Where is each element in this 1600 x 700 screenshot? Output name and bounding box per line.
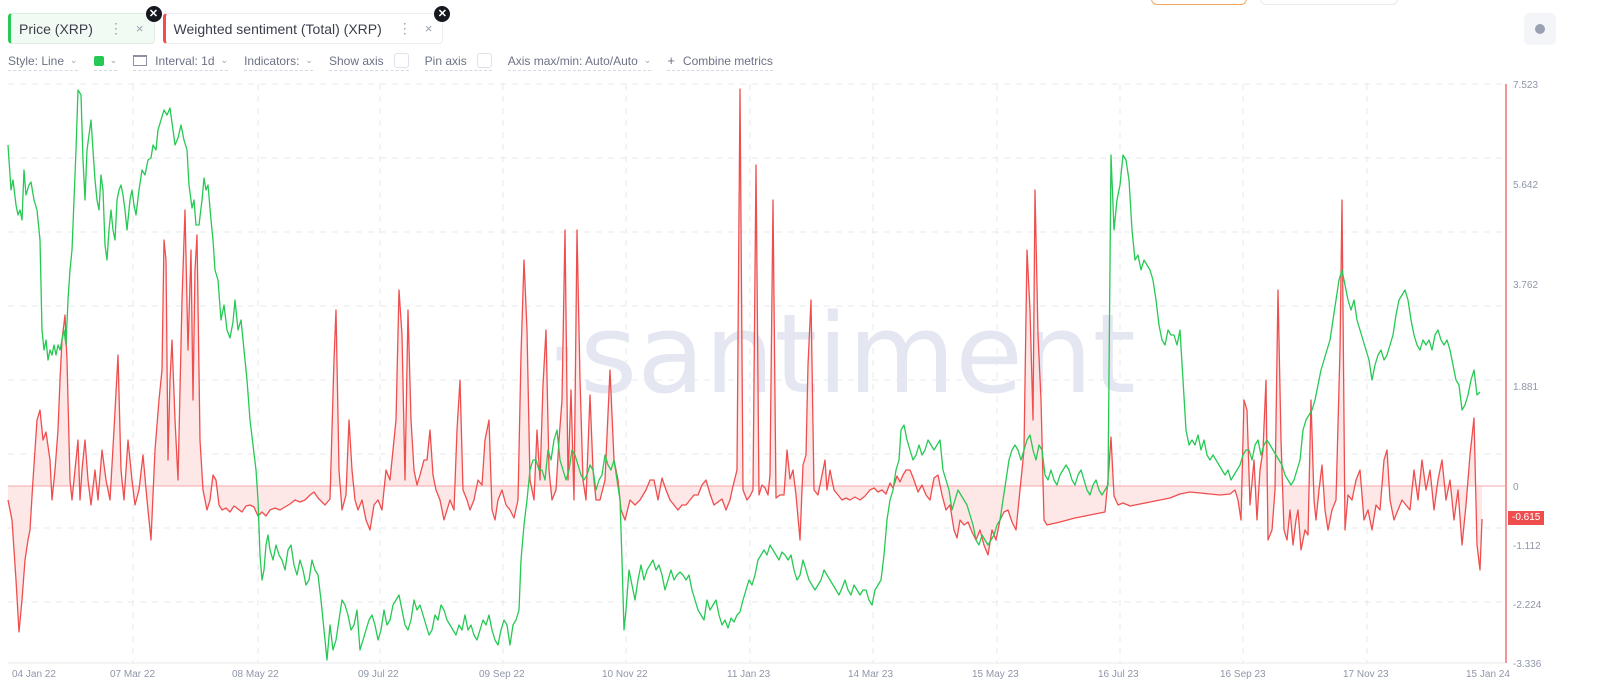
x-axis-labels: 04 Jan 22 07 Mar 22 08 May 22 09 Jul 22 … [12, 669, 1510, 680]
last-value-badge: -0.615 [1508, 511, 1545, 525]
remove-badge-icon[interactable]: ✕ [145, 6, 162, 22]
pin-axis-toggle[interactable]: Pin axis [424, 53, 492, 71]
metric-chip-price[interactable]: Price (XRP) ⋮ × ✕ [8, 6, 162, 44]
chevron-down-icon: ⌄ [109, 55, 118, 65]
svg-text:15 Jan 24: 15 Jan 24 [1466, 669, 1510, 680]
svg-text:3.762: 3.762 [1513, 280, 1538, 291]
style-dropdown[interactable]: Style: Line ⌄ [8, 53, 78, 71]
kebab-icon[interactable]: ⋮ [108, 20, 123, 36]
svg-text:04 Jan 22: 04 Jan 22 [12, 669, 56, 680]
svg-text:14 Mar 23: 14 Mar 23 [848, 669, 893, 680]
sentiment-line [7, 88, 1483, 633]
right-axis-labels: 7.523 5.642 3.762 1.881 0 -1.112 -2.224 … [1513, 80, 1542, 670]
metric-chips: Price (XRP) ⋮ × ✕ Weighted sentiment (To… [8, 6, 451, 44]
svg-text:09 Jul 22: 09 Jul 22 [358, 669, 399, 680]
svg-text:0: 0 [1513, 482, 1519, 493]
axis-maxmin-label: Axis max/min: Auto/Auto [507, 53, 638, 68]
plus-icon: + [667, 53, 675, 68]
svg-text:-2.224: -2.224 [1513, 600, 1542, 611]
calendar-icon [133, 55, 148, 66]
price-line [7, 89, 1481, 661]
combine-metrics-button[interactable]: + Combine metrics [667, 53, 773, 71]
svg-text:09 Sep 22: 09 Sep 22 [479, 669, 525, 680]
style-label: Style: Line [8, 53, 65, 68]
interval-label: Interval: 1d [155, 53, 215, 68]
show-axis-label: Show axis [328, 53, 384, 68]
axis-maxmin-dropdown[interactable]: Axis max/min: Auto/Auto ⌄ [507, 53, 652, 71]
pin-axis-checkbox[interactable] [476, 53, 492, 68]
grid-vertical [132, 84, 1368, 663]
remove-badge-icon[interactable]: ✕ [434, 6, 451, 22]
chevron-down-icon: ⌄ [305, 55, 313, 65]
show-axis-checkbox[interactable] [393, 53, 409, 68]
chevron-down-icon: ⌄ [70, 55, 78, 65]
combine-metrics-label: Combine metrics [682, 53, 773, 68]
svg-text:-3.336: -3.336 [1513, 659, 1542, 670]
kebab-icon[interactable]: ⋮ [397, 20, 412, 36]
metric-chip-label: Price (XRP) [19, 20, 93, 37]
indicators-dropdown[interactable]: Indicators: ⌄ [244, 53, 313, 71]
svg-text:07 Mar 22: 07 Mar 22 [110, 669, 155, 680]
svg-text:7.523: 7.523 [1513, 80, 1538, 91]
svg-text:-1.112: -1.112 [1513, 541, 1541, 552]
svg-text:5.642: 5.642 [1513, 180, 1538, 191]
svg-text:16 Sep 23: 16 Sep 23 [1220, 669, 1266, 680]
metric-chip-label: Weighted sentiment (Total) (XRP) [173, 20, 382, 37]
chevron-down-icon: ⌄ [220, 55, 229, 65]
pin-axis-label: Pin axis [424, 53, 467, 68]
interval-dropdown[interactable]: Interval: 1d ⌄ [133, 53, 229, 71]
close-icon[interactable]: × [135, 21, 144, 36]
watermark: ·santiment [545, 290, 1136, 418]
svg-text:10 Nov 22: 10 Nov 22 [602, 669, 648, 680]
settings-toggle-button[interactable] [1524, 13, 1556, 45]
chevron-down-icon: ⌄ [643, 55, 652, 65]
close-icon[interactable]: × [424, 21, 433, 36]
dot-icon [1535, 24, 1545, 34]
indicators-label: Indicators: [244, 53, 300, 68]
svg-text:15 May 23: 15 May 23 [972, 669, 1019, 680]
svg-text:11 Jan 23: 11 Jan 23 [727, 669, 771, 680]
svg-text:08 May 22: 08 May 22 [232, 669, 279, 680]
color-picker[interactable]: ⌄ [93, 53, 118, 71]
svg-text:17 Nov 23: 17 Nov 23 [1343, 669, 1389, 680]
svg-text:16 Jul 23: 16 Jul 23 [1098, 669, 1139, 680]
show-axis-toggle[interactable]: Show axis [328, 53, 409, 71]
metric-toolbar: Style: Line ⌄ ⌄ Interval: 1d ⌄ Indicator… [8, 53, 789, 71]
color-swatch [93, 55, 104, 66]
sentiment-area [8, 89, 1482, 632]
svg-text:1.881: 1.881 [1513, 382, 1538, 393]
metric-chip-sentiment[interactable]: Weighted sentiment (Total) (XRP) ⋮ × ✕ [162, 6, 451, 44]
